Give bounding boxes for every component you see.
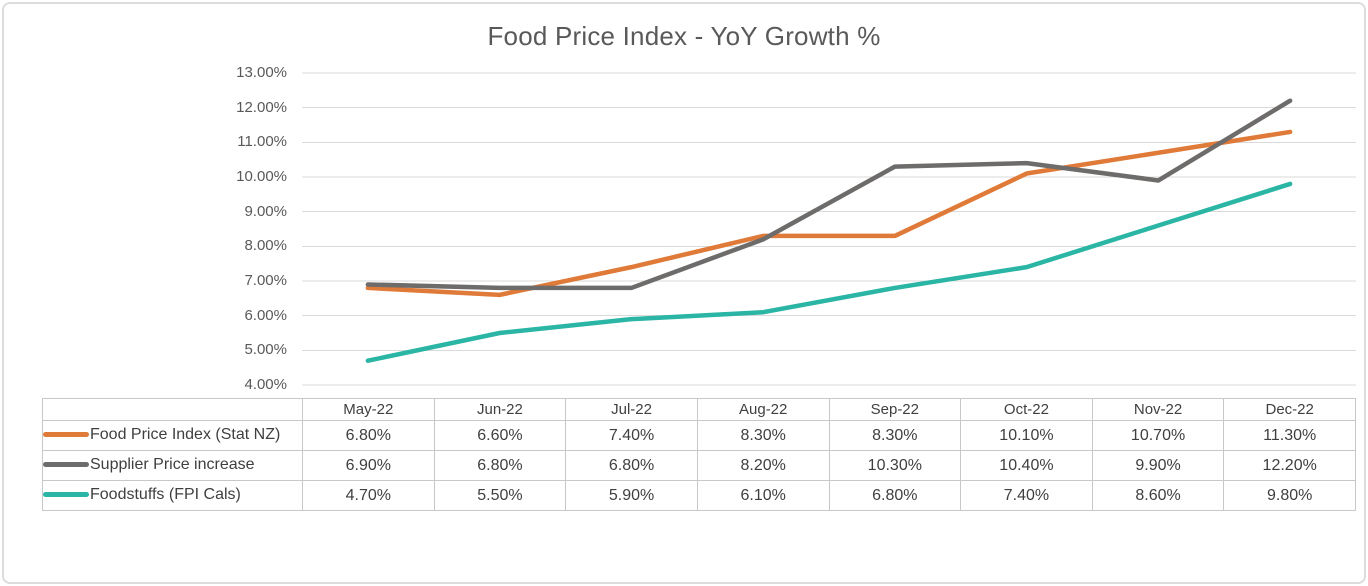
value-cell: 6.80% [302, 420, 435, 451]
value-cell: 6.90% [302, 450, 435, 481]
value-cell: 10.30% [828, 450, 962, 481]
value-cell: 8.30% [696, 420, 830, 451]
legend-swatch-icon [43, 431, 89, 437]
value-cell: 6.80% [828, 480, 962, 511]
y-tick-label: 12.00% [236, 98, 287, 116]
value-cell: 8.30% [828, 420, 962, 451]
value-cell: 7.40% [565, 420, 698, 451]
legend-swatch-icon [43, 491, 89, 497]
series-label: Supplier Price increase [90, 456, 255, 474]
y-tick-label: 7.00% [244, 272, 287, 289]
table-row: Food Price Index (Stat NZ) 6.80% 6.60% 7.40… [42, 420, 1356, 451]
series-line-supplier-price-increase [365, 98, 1293, 291]
month-header-cell: Aug-22 [696, 398, 830, 421]
value-cell: 11.30% [1223, 420, 1356, 451]
value-cell: 10.10% [960, 420, 1093, 451]
y-tick-label: 8.00% [244, 237, 287, 255]
table-header-row: May-22 Jun-22 Jul-22 Aug-22 Sep-22 Oct-22 Nov-… [42, 398, 1356, 421]
month-header-cell: Jul-22 [565, 398, 698, 421]
value-cell: 6.80% [433, 450, 567, 481]
line-chart-plot [302, 72, 1356, 386]
table-row: Supplier Price increase 6.90% 6.80% 6.80% 8.… [42, 450, 1356, 481]
series-label-cell: Supplier Price increase [42, 450, 303, 481]
series-line-food-price-index-stat-nz- [365, 129, 1293, 298]
month-header-cell: May-22 [302, 398, 435, 421]
data-table: May-22 Jun-22 Jul-22 Aug-22 Sep-22 Oct-22 Nov-… [42, 398, 1356, 511]
month-header-cell: Dec-22 [1223, 398, 1356, 421]
value-cell: 4.70% [302, 480, 435, 511]
value-cell: 6.10% [696, 480, 830, 511]
value-cell: 9.90% [1091, 450, 1225, 481]
series-label-cell: Foodstuffs (FPI Cals) [42, 480, 303, 511]
table-row: Foodstuffs (FPI Cals) 4.70% 5.50% 5.90% 6.10… [42, 480, 1356, 511]
series-label: Food Price Index (Stat NZ) [90, 426, 281, 444]
y-tick-label: 10.00% [236, 168, 287, 185]
y-tick-label: 13.00% [236, 64, 287, 81]
y-tick-label: 5.00% [244, 341, 287, 359]
y-tick-label: 11.00% [237, 133, 287, 151]
y-tick-label: 4.00% [244, 376, 287, 393]
y-tick-label: 9.00% [244, 202, 287, 220]
value-cell: 12.20% [1223, 450, 1356, 481]
month-header-cell: Jun-22 [433, 398, 567, 421]
month-header-cell: Oct-22 [960, 398, 1093, 421]
value-cell: 5.90% [565, 480, 698, 511]
series-label-cell: Food Price Index (Stat NZ) [42, 420, 303, 451]
series-line-foodstuffs-fpi-cals- [365, 181, 1293, 363]
value-cell: 5.50% [433, 480, 567, 511]
value-cell: 6.60% [433, 420, 567, 451]
month-header-cell: Sep-22 [828, 398, 962, 421]
legend-swatch-icon [43, 461, 89, 467]
value-cell: 7.40% [960, 480, 1093, 511]
chart-title: Food Price Index - YoY Growth % [487, 21, 881, 51]
value-cell: 10.40% [960, 450, 1093, 481]
value-cell: 10.70% [1091, 420, 1225, 451]
value-cell: 6.80% [565, 450, 698, 481]
y-tick-label: 6.00% [244, 306, 287, 324]
value-cell: 8.60% [1091, 480, 1225, 511]
table-corner-cell [42, 398, 303, 421]
series-label: Foodstuffs (FPI Cals) [90, 486, 241, 504]
value-cell: 8.20% [696, 450, 830, 481]
value-cell: 9.80% [1223, 480, 1356, 511]
month-header-cell: Nov-22 [1091, 398, 1225, 421]
